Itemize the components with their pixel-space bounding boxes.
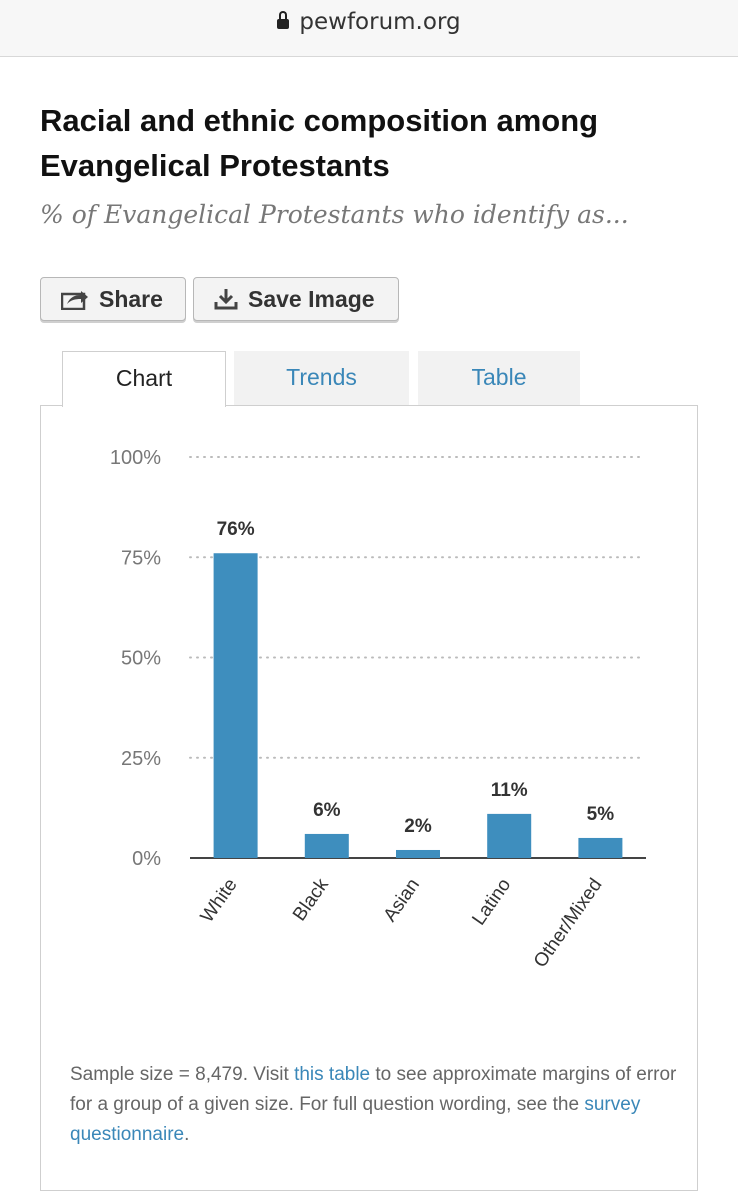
x-tick-label: Black [289, 874, 333, 925]
browser-url-bar[interactable]: pewforum.org [0, 0, 738, 57]
x-tick-label: White [197, 875, 242, 927]
y-tick-label: 50% [121, 648, 161, 670]
x-tick-label: Other/Mixed [530, 875, 607, 972]
tab-trends[interactable]: Trends [234, 351, 409, 405]
bar-chart: 0% 25% 50% 75% 100% 76% White 6% Black 2% Asian 11%… [110, 447, 646, 972]
footnote-text-1: Sample size = 8,479. Visit [70, 1064, 295, 1085]
tab-chart[interactable]: Chart [62, 351, 226, 407]
data-label: 76% [217, 519, 255, 540]
data-label: 5% [587, 804, 615, 825]
footnote-text-3: . [184, 1124, 190, 1145]
share-icon [61, 291, 88, 310]
bar [396, 849, 440, 858]
chart-panel [40, 405, 698, 1191]
survey-questionnaire-link[interactable]: survey questionnaire [70, 1094, 641, 1145]
share-button[interactable]: Share [40, 277, 186, 321]
lock-icon [277, 11, 290, 29]
data-label: 11% [491, 780, 528, 801]
page-title: Racial and ethnic composition among Evan… [40, 103, 599, 183]
tab-table[interactable]: Table [418, 351, 580, 405]
download-icon [214, 289, 238, 310]
y-tick-label: 25% [121, 748, 161, 770]
bar [578, 837, 623, 858]
x-tick-label: Latino [468, 875, 515, 929]
this-table-link[interactable]: this table [294, 1064, 371, 1085]
save-image-label: Save Image [248, 285, 375, 312]
x-tick-label: Asian [380, 875, 424, 926]
y-tick-label: 0% [132, 848, 161, 870]
url-display[interactable]: pewforum.org [0, 9, 738, 35]
footnote: Sample size = 8,479. Visit this table to… [70, 1060, 690, 1150]
footnote-text-2: to see approximate margins of error for … [70, 1064, 677, 1115]
data-label: 2% [404, 816, 432, 837]
bar [304, 833, 349, 858]
save-image-button[interactable]: Save Image [193, 277, 399, 321]
y-tick-label: 75% [121, 547, 161, 569]
bar [213, 553, 258, 858]
url-text: pewforum.org [299, 9, 461, 35]
y-tick-label: 100% [110, 447, 161, 469]
page-subtitle: % of Evangelical Protestants who identif… [40, 200, 629, 229]
data-label: 6% [313, 800, 341, 821]
bar [487, 813, 532, 858]
share-label: Share [99, 285, 163, 312]
